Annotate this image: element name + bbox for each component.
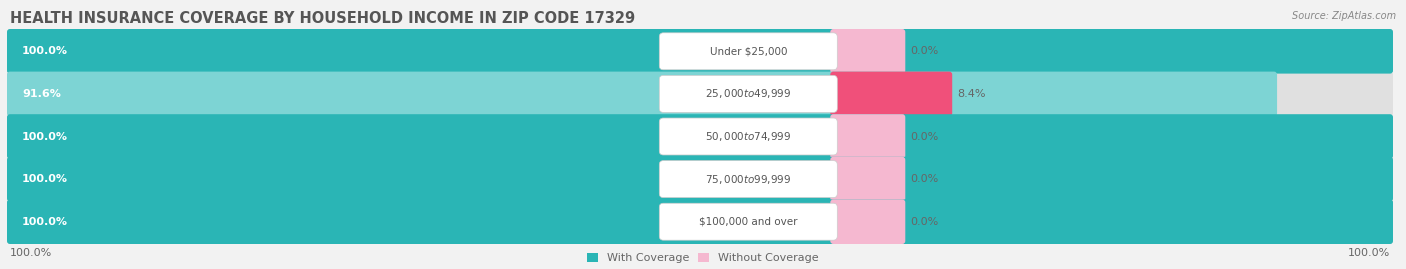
FancyBboxPatch shape [7,199,1393,244]
Text: $25,000 to $49,999: $25,000 to $49,999 [706,87,792,100]
Text: $100,000 and over: $100,000 and over [699,217,797,227]
FancyBboxPatch shape [7,72,1277,116]
FancyBboxPatch shape [7,72,1393,116]
Text: 0.0%: 0.0% [910,217,939,227]
Text: Source: ZipAtlas.com: Source: ZipAtlas.com [1292,11,1396,21]
Text: 100.0%: 100.0% [1348,248,1391,258]
Text: $75,000 to $99,999: $75,000 to $99,999 [706,173,792,186]
FancyBboxPatch shape [7,114,1393,159]
Text: 100.0%: 100.0% [10,248,52,258]
FancyBboxPatch shape [831,29,905,74]
FancyBboxPatch shape [831,114,905,159]
Text: Under $25,000: Under $25,000 [710,46,787,56]
FancyBboxPatch shape [7,199,1393,244]
Text: $50,000 to $74,999: $50,000 to $74,999 [706,130,792,143]
FancyBboxPatch shape [7,157,1393,201]
Text: HEALTH INSURANCE COVERAGE BY HOUSEHOLD INCOME IN ZIP CODE 17329: HEALTH INSURANCE COVERAGE BY HOUSEHOLD I… [10,11,636,26]
Text: 91.6%: 91.6% [22,89,60,99]
Text: 8.4%: 8.4% [957,89,986,99]
Text: 100.0%: 100.0% [22,217,67,227]
FancyBboxPatch shape [7,29,1393,74]
Text: 0.0%: 0.0% [910,132,939,141]
Text: 100.0%: 100.0% [22,46,67,56]
FancyBboxPatch shape [831,199,905,244]
FancyBboxPatch shape [831,72,952,116]
FancyBboxPatch shape [659,33,838,70]
Text: 100.0%: 100.0% [22,174,67,184]
FancyBboxPatch shape [7,29,1393,74]
FancyBboxPatch shape [659,161,838,197]
FancyBboxPatch shape [7,114,1393,159]
FancyBboxPatch shape [659,203,838,240]
FancyBboxPatch shape [831,157,905,201]
FancyBboxPatch shape [659,118,838,155]
Text: 0.0%: 0.0% [910,46,939,56]
Text: 0.0%: 0.0% [910,174,939,184]
FancyBboxPatch shape [7,157,1393,201]
FancyBboxPatch shape [659,75,838,112]
Text: 100.0%: 100.0% [22,132,67,141]
Legend: With Coverage, Without Coverage: With Coverage, Without Coverage [588,253,818,263]
